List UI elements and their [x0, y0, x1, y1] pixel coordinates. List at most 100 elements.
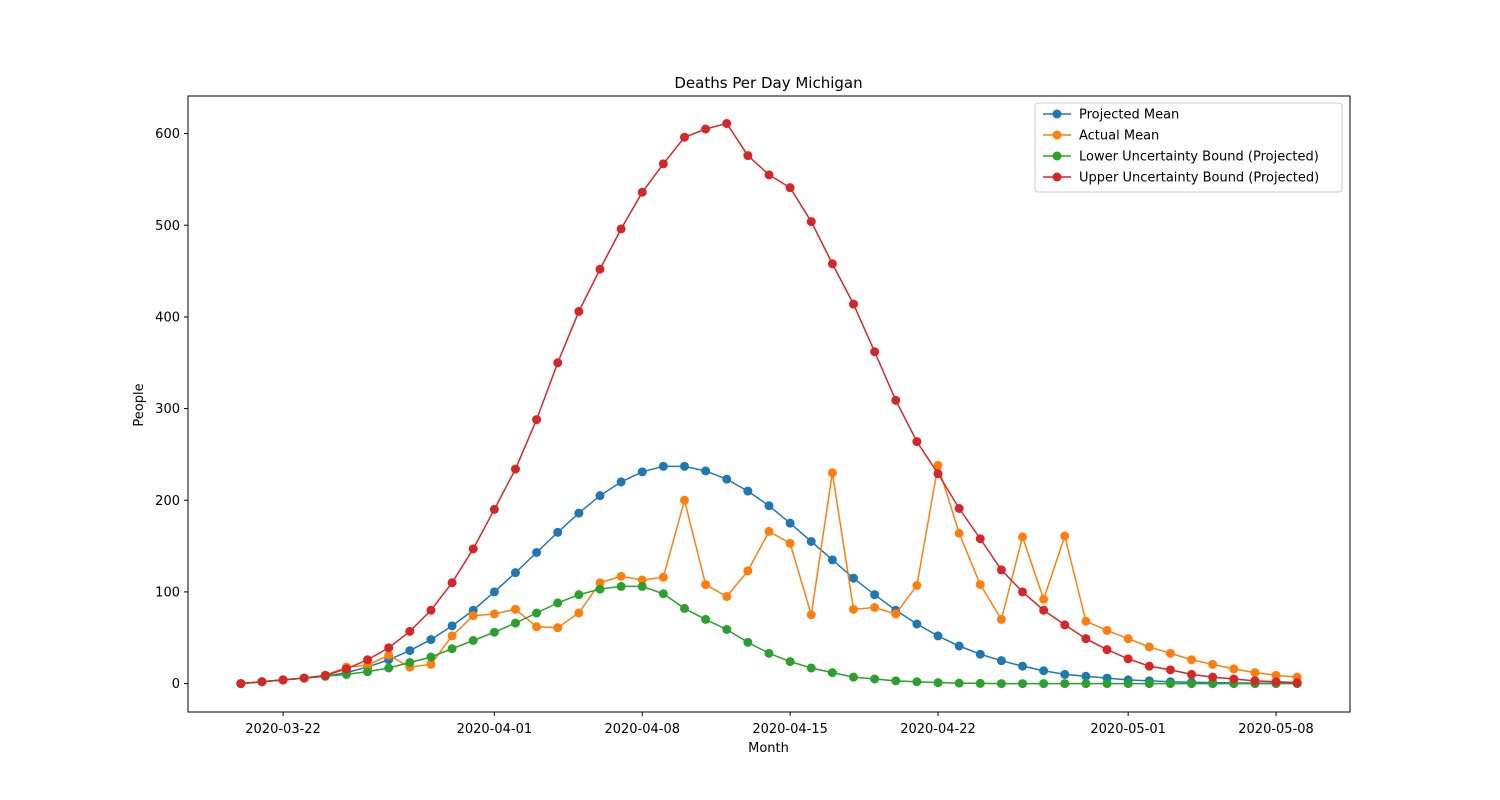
data-point: [1208, 679, 1218, 689]
data-point: [468, 611, 478, 621]
legend-swatch-marker: [1052, 109, 1062, 119]
data-point: [363, 667, 373, 677]
data-point: [954, 528, 964, 538]
data-point: [933, 678, 943, 688]
data-point: [1060, 679, 1070, 689]
data-point: [532, 608, 542, 618]
data-point: [468, 544, 478, 554]
data-point: [1187, 655, 1197, 665]
data-point: [1292, 678, 1302, 688]
data-point: [954, 504, 964, 513]
data-point: [489, 504, 499, 514]
data-point: [363, 655, 373, 665]
data-point: [510, 604, 520, 614]
data-point: [426, 635, 436, 645]
data-point: [1060, 620, 1070, 630]
data-point: [764, 526, 774, 536]
data-point: [1102, 679, 1112, 689]
data-point: [405, 626, 415, 636]
data-point: [785, 538, 795, 548]
data-point: [447, 578, 457, 588]
data-point: [870, 590, 880, 600]
legend-box: [1034, 102, 1343, 193]
data-point: [595, 491, 605, 501]
data-point: [1060, 531, 1070, 541]
data-point: [1165, 665, 1175, 675]
data-point: [849, 573, 859, 583]
data-point: [827, 555, 837, 565]
data-point: [722, 625, 732, 634]
data-point: [658, 159, 668, 169]
data-point: [806, 610, 816, 620]
legend-label: Upper Uncertainty Bound (Projected): [1079, 171, 1319, 186]
y-axis-label: People: [132, 383, 147, 426]
data-point: [806, 663, 816, 673]
data-point: [447, 621, 457, 631]
data-point: [405, 646, 415, 656]
legend-swatch-marker: [1052, 130, 1062, 140]
data-point: [996, 614, 1006, 624]
data-point: [975, 678, 985, 688]
data-point: [722, 474, 732, 484]
data-point: [701, 124, 711, 134]
data-point: [532, 548, 542, 557]
data-point: [764, 648, 774, 658]
data-point: [236, 679, 246, 689]
data-point: [975, 580, 985, 590]
data-point: [1039, 666, 1049, 676]
y-tick-label: 400: [155, 310, 180, 325]
data-point: [616, 477, 626, 487]
data-point: [975, 649, 985, 659]
data-point: [933, 631, 943, 641]
data-point: [1229, 664, 1239, 674]
data-point: [954, 641, 964, 651]
legend-label: Actual Mean: [1079, 129, 1159, 144]
data-point: [574, 306, 584, 316]
data-point: [1039, 605, 1049, 615]
data-point: [722, 119, 732, 128]
data-point: [912, 581, 922, 590]
data-point: [510, 464, 520, 474]
data-point: [975, 534, 985, 544]
data-point: [1187, 669, 1197, 679]
data-point: [532, 415, 542, 425]
data-point: [447, 644, 457, 654]
data-point: [743, 566, 753, 576]
data-point: [1102, 625, 1112, 635]
data-point: [870, 603, 880, 612]
data-point: [912, 619, 922, 629]
data-point: [489, 609, 499, 619]
data-point: [299, 673, 309, 683]
data-point: [996, 679, 1006, 689]
data-point: [785, 518, 795, 528]
legend-entry: Actual Mean: [1043, 129, 1159, 144]
data-point: [384, 643, 394, 653]
chart-title: Deaths Per Day Michigan: [674, 74, 862, 92]
data-point: [384, 663, 394, 673]
data-point: [1250, 668, 1260, 678]
data-point: [1187, 679, 1197, 689]
data-point: [1102, 645, 1112, 655]
data-point: [616, 581, 626, 591]
series-layer: [236, 119, 1302, 689]
data-point: [891, 609, 901, 619]
data-point: [743, 637, 753, 647]
data-point: [637, 581, 647, 591]
data-point: [489, 587, 499, 597]
data-point: [595, 578, 605, 588]
data-point: [912, 677, 922, 687]
data-point: [996, 656, 1006, 666]
data-point: [1018, 679, 1028, 689]
y-tick-label: 600: [155, 127, 180, 142]
data-point: [616, 571, 626, 581]
data-point: [1081, 671, 1091, 681]
data-point: [1144, 661, 1154, 671]
data-point: [891, 395, 901, 405]
legend-swatch-marker: [1052, 151, 1062, 161]
data-point: [1081, 616, 1091, 626]
data-point: [1123, 679, 1133, 689]
data-point: [1165, 679, 1175, 689]
data-point: [1144, 642, 1154, 652]
data-point: [405, 658, 415, 667]
